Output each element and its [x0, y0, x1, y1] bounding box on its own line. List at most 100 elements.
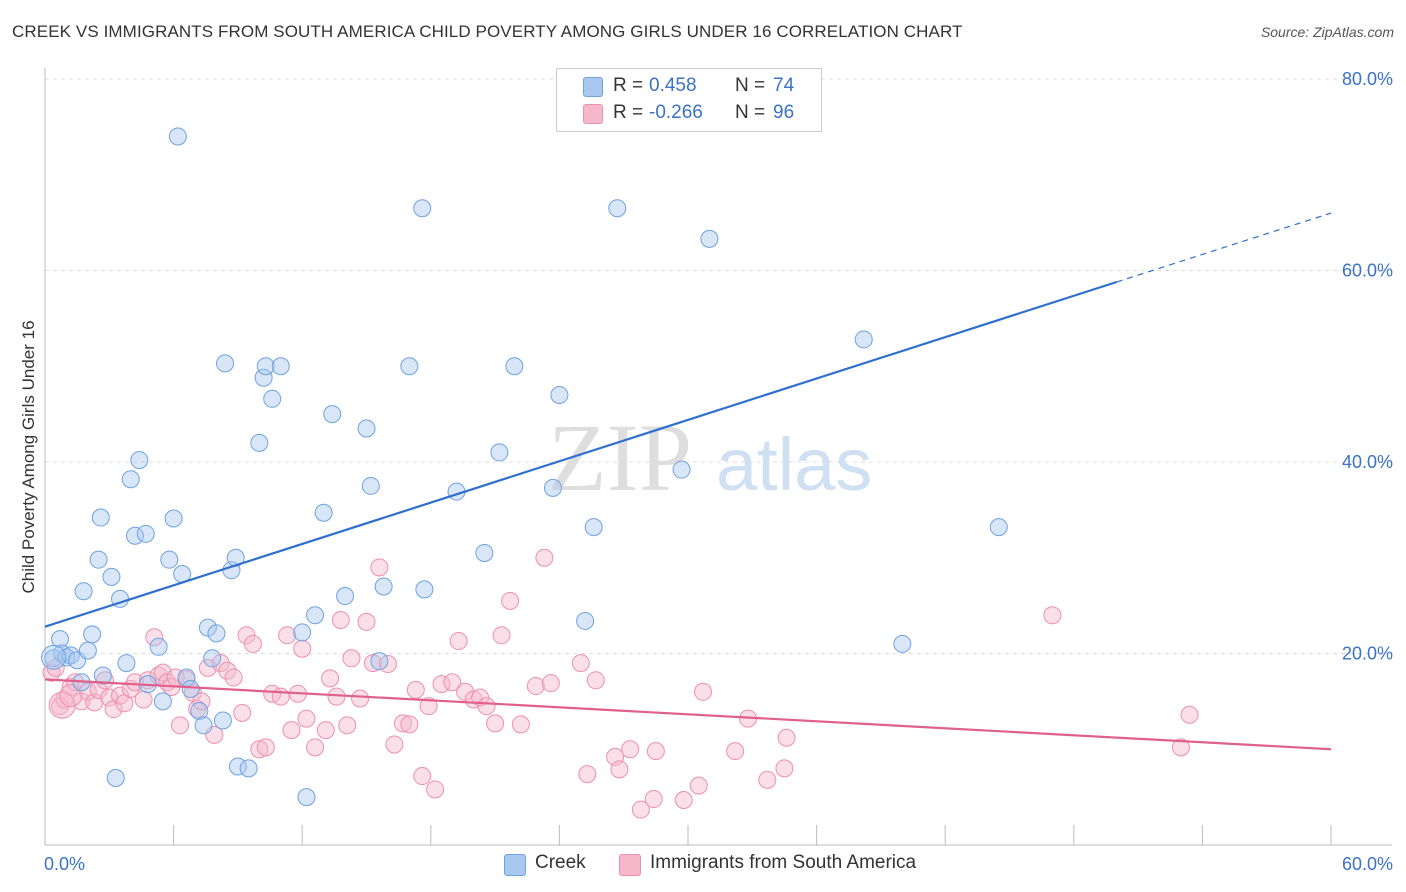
data-point-creek: [106, 768, 125, 787]
data-point-immigrants: [293, 639, 312, 658]
data-point-creek: [136, 524, 155, 543]
data-point-creek: [271, 357, 290, 376]
data-point-immigrants: [134, 690, 153, 709]
data-point-creek: [89, 550, 108, 569]
x-tick-label: 0.0%: [44, 854, 85, 874]
data-point-immigrants: [443, 673, 462, 692]
legend-swatch-immigrants: [583, 104, 603, 124]
data-point-creek: [490, 443, 509, 462]
bottom-legend-swatch-creek: [504, 854, 526, 876]
data-point-creek: [130, 451, 149, 470]
data-point-immigrants: [501, 591, 520, 610]
data-point-creek: [160, 550, 179, 569]
data-point-creek: [989, 518, 1008, 537]
watermark-atlas: atlas: [716, 423, 872, 506]
data-point-immigrants: [694, 682, 713, 701]
data-point-creek: [361, 476, 380, 495]
data-point-immigrants: [211, 654, 230, 673]
data-point-creek: [543, 478, 562, 497]
data-point-creek: [400, 357, 419, 376]
data-point-creek: [74, 582, 93, 601]
data-point-creek: [672, 460, 691, 479]
data-point-immigrants: [726, 742, 745, 761]
data-point-creek: [149, 637, 168, 656]
data-point-creek-large: [41, 644, 67, 670]
data-point-creek: [323, 405, 342, 424]
data-point-immigrants: [342, 649, 361, 668]
trendline-creek-extension: [1116, 212, 1332, 283]
data-point-creek: [608, 199, 627, 218]
data-point-immigrants: [644, 790, 663, 809]
data-point-creek: [306, 606, 325, 625]
legend-r-value: 0.458: [649, 75, 697, 96]
data-point-creek: [297, 788, 316, 807]
trendline-immigrants: [44, 678, 1332, 751]
data-point-immigrants: [621, 740, 640, 759]
bottom-legend-label-creek: Creek: [535, 852, 586, 873]
data-point-creek: [415, 580, 434, 599]
data-point-immigrants: [145, 628, 164, 647]
y-tick-label: 60.0%: [1342, 261, 1393, 281]
data-point-immigrants: [511, 715, 530, 734]
legend-n-value: 96: [773, 102, 795, 123]
data-point-creek: [314, 503, 333, 522]
bottom-legend-swatch-immigrants: [619, 854, 641, 876]
data-point-immigrants: [758, 770, 777, 789]
tick-labels: 20.0% 40.0% 60.0% 80.0% 0.0% 60.0%: [44, 69, 1393, 874]
x-tick-label: 60.0%: [1342, 854, 1393, 874]
trendline-creek: [44, 280, 1118, 628]
data-point-creek: [893, 634, 912, 653]
data-point-immigrants: [243, 634, 262, 653]
data-point-immigrants: [171, 716, 190, 735]
data-point-immigrants: [297, 709, 316, 728]
data-point-immigrants: [331, 610, 350, 629]
data-point-creek: [854, 330, 873, 349]
data-point-creek: [576, 611, 595, 630]
grid-lines: [45, 78, 1392, 654]
data-point-creek: [293, 623, 312, 642]
y-axis-label: Child Poverty Among Girls Under 16: [19, 320, 38, 593]
data-point-creek: [177, 668, 196, 687]
data-point-creek: [239, 759, 258, 778]
data-point-creek: [121, 470, 140, 489]
data-point-immigrants: [406, 680, 425, 699]
data-point-immigrants: [541, 674, 560, 693]
data-point-immigrants: [413, 767, 432, 786]
data-point-immigrants: [419, 697, 438, 716]
data-point-immigrants: [477, 697, 496, 716]
data-point-creek: [370, 652, 389, 671]
data-point-immigrants: [486, 714, 505, 733]
series-immigrants-points: [42, 548, 1199, 819]
legend: R = 0.458 N = 74 R = -0.266 N = 96: [556, 68, 822, 132]
data-point-creek: [475, 543, 494, 562]
data-point-immigrants: [775, 759, 794, 778]
data-point-immigrants: [492, 626, 511, 645]
data-point-creek: [91, 508, 110, 527]
data-point-immigrants: [1180, 705, 1199, 724]
data-point-creek: [700, 229, 719, 248]
data-point-creek: [117, 654, 136, 673]
bottom-legend-label-immigrants: Immigrants from South America: [650, 852, 917, 873]
series-creek-points: [41, 127, 1008, 807]
data-point-creek: [254, 368, 273, 387]
legend-r-label: R =: [613, 75, 644, 96]
data-point-creek: [584, 518, 603, 537]
legend-n-value: 74: [773, 75, 795, 96]
data-point-immigrants: [526, 677, 545, 696]
data-point-immigrants: [282, 721, 301, 740]
legend-n-label: N =: [735, 102, 766, 123]
data-point-creek: [250, 433, 269, 452]
data-point-creek: [505, 357, 524, 376]
data-point-creek: [78, 641, 97, 660]
data-point-immigrants: [370, 558, 389, 577]
data-point-immigrants: [256, 738, 275, 757]
chart-title: CREEK VS IMMIGRANTS FROM SOUTH AMERICA C…: [12, 22, 963, 41]
data-point-immigrants: [250, 740, 269, 759]
data-point-creek: [256, 357, 275, 376]
data-point-immigrants: [449, 632, 468, 651]
data-point-immigrants: [271, 687, 290, 706]
y-tick-label: 20.0%: [1342, 644, 1393, 664]
data-point-immigrants: [363, 654, 382, 673]
data-point-immigrants: [610, 760, 629, 779]
